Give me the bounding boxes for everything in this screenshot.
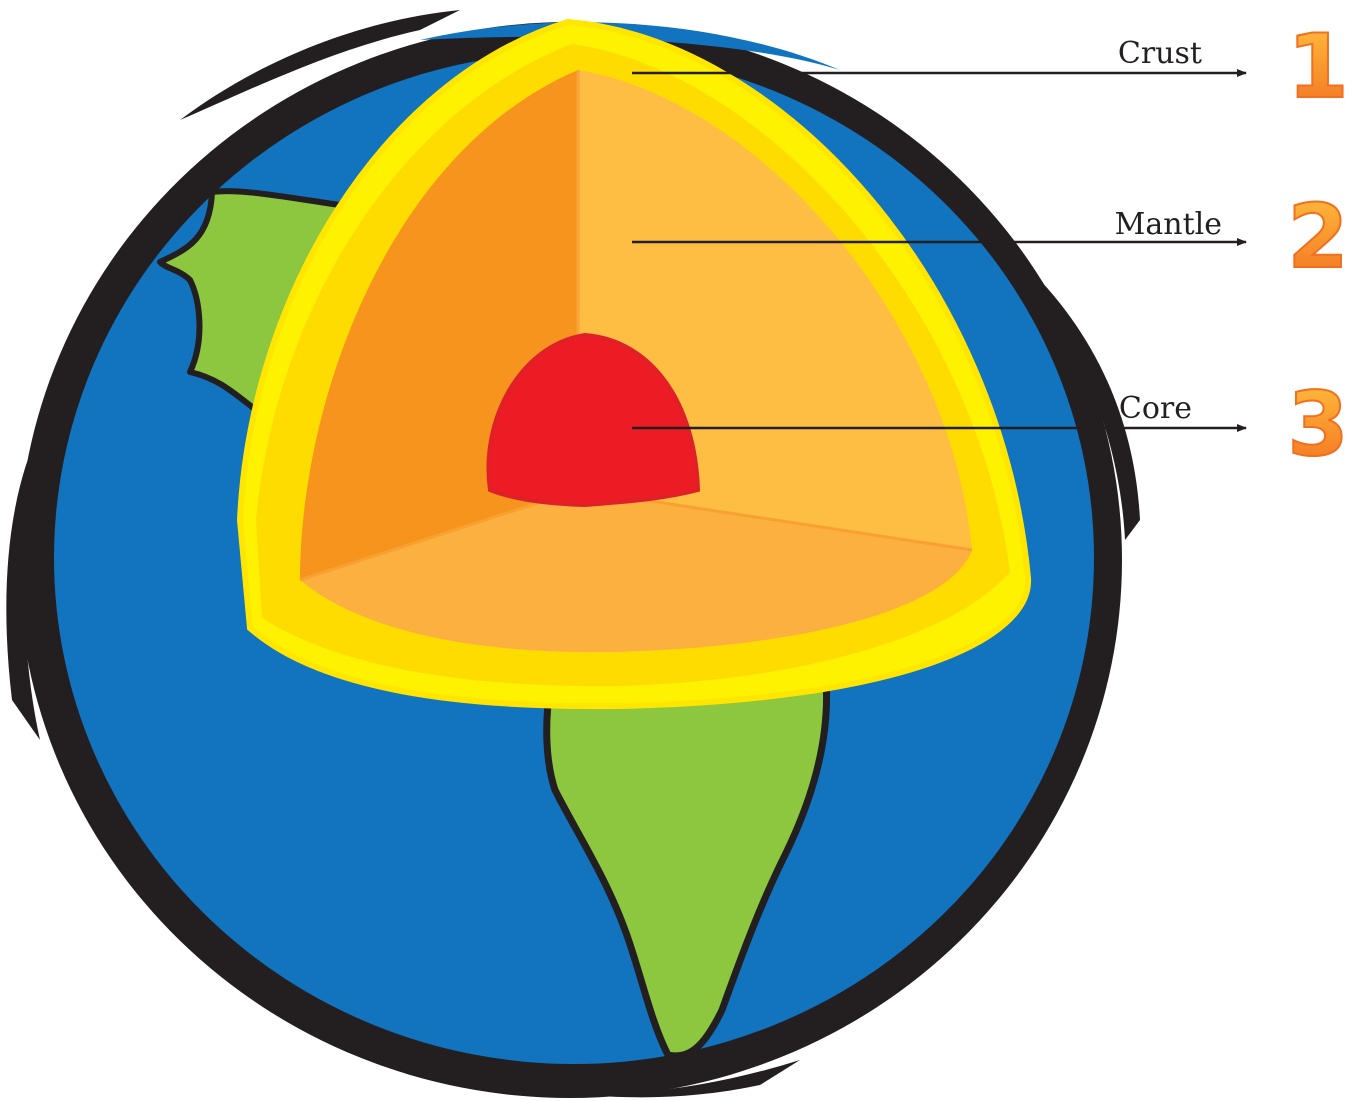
- south-america-land: [543, 676, 831, 1060]
- mantle-label: Mantle: [1115, 207, 1222, 242]
- crust-number: 1: [1287, 15, 1348, 118]
- crust-label: Crust: [1118, 36, 1202, 71]
- ocean-rim-highlight: [420, 22, 840, 70]
- mantle-number: 2: [1287, 185, 1348, 288]
- core-number: 3: [1287, 373, 1348, 476]
- core-label: Core: [1119, 391, 1192, 426]
